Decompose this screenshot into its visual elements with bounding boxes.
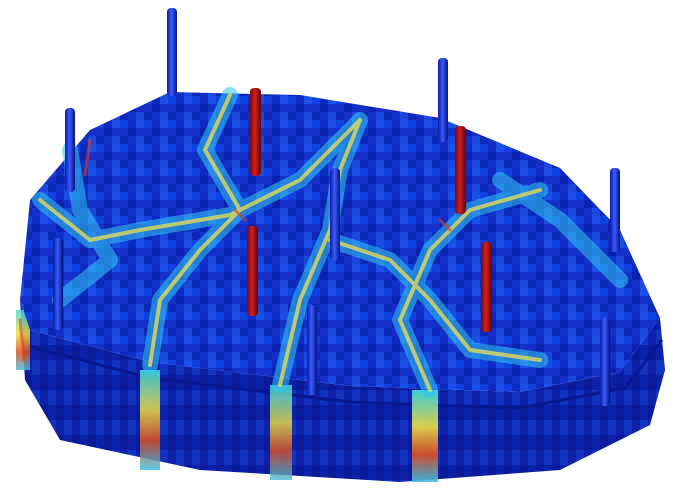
channels [18, 87, 628, 398]
producer-well [481, 242, 492, 332]
side-face [20, 300, 665, 482]
injector-well [438, 58, 448, 142]
side-streak [412, 390, 438, 482]
injector-well [330, 168, 340, 260]
wells [53, 8, 620, 406]
side-streak [270, 385, 292, 480]
producer-well [247, 226, 258, 316]
injector-well [53, 238, 63, 330]
side-streak [140, 370, 160, 470]
injector-well [65, 108, 75, 192]
injector-well [167, 8, 177, 96]
producer-well [455, 126, 466, 214]
producer-well [250, 88, 261, 176]
injector-well [600, 318, 610, 406]
injector-well [307, 305, 317, 395]
injector-well [610, 168, 620, 252]
